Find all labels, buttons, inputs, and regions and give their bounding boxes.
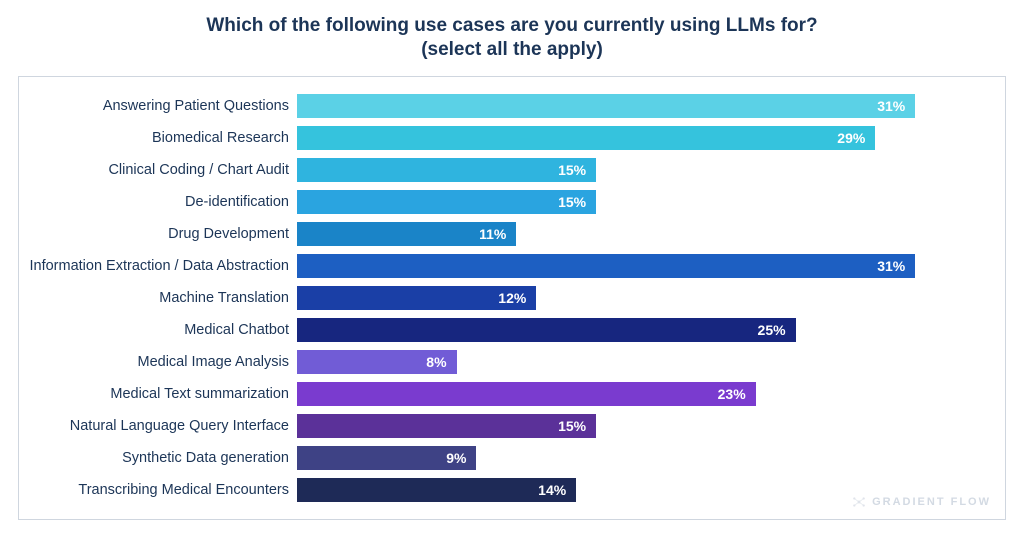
- bar-row: Medical Text summarization 23%: [19, 381, 995, 407]
- bar-track: 25%: [297, 318, 995, 342]
- chart-title-line1: Which of the following use cases are you…: [20, 14, 1004, 38]
- bar-value: 15%: [558, 418, 586, 434]
- bar-row: Information Extraction / Data Abstractio…: [19, 253, 995, 279]
- network-icon: [852, 495, 866, 509]
- category-label: Clinical Coding / Chart Audit: [19, 162, 297, 178]
- bar-row: Clinical Coding / Chart Audit 15%: [19, 157, 995, 183]
- plot-area: Answering Patient Questions 31% Biomedical…: [18, 76, 1006, 520]
- bar: 29%: [297, 126, 875, 150]
- bar-track: 29%: [297, 126, 995, 150]
- bar-track: 11%: [297, 222, 995, 246]
- bar: 12%: [297, 286, 536, 310]
- bar-value: 11%: [479, 226, 506, 242]
- bar-value: 31%: [877, 98, 905, 114]
- bar: 11%: [297, 222, 516, 246]
- bar-row: Biomedical Research 29%: [19, 125, 995, 151]
- bar: 25%: [297, 318, 796, 342]
- category-label: De-identification: [19, 194, 297, 210]
- bar-value: 14%: [538, 482, 566, 498]
- bar-value: 15%: [558, 162, 586, 178]
- bar-row: Drug Development 11%: [19, 221, 995, 247]
- chart-title: Which of the following use cases are you…: [0, 0, 1024, 70]
- bar: 9%: [297, 446, 476, 470]
- category-label: Information Extraction / Data Abstractio…: [19, 258, 297, 274]
- bar-row: De-identification 15%: [19, 189, 995, 215]
- bar: 23%: [297, 382, 756, 406]
- bar-track: 31%: [297, 254, 995, 278]
- category-label: Transcribing Medical Encounters: [19, 482, 297, 498]
- category-label: Natural Language Query Interface: [19, 418, 297, 434]
- category-label: Biomedical Research: [19, 130, 297, 146]
- bar-value: 9%: [446, 450, 466, 466]
- bar-track: 15%: [297, 414, 995, 438]
- bar-track: 9%: [297, 446, 995, 470]
- bar-row: Medical Chatbot 25%: [19, 317, 995, 343]
- bar: 31%: [297, 254, 915, 278]
- category-label: Medical Text summarization: [19, 386, 297, 402]
- bar-value: 29%: [837, 130, 865, 146]
- bar-row: Answering Patient Questions 31%: [19, 93, 995, 119]
- category-label: Answering Patient Questions: [19, 98, 297, 114]
- bar-value: 31%: [877, 258, 905, 274]
- bar-row: Transcribing Medical Encounters 14%: [19, 477, 995, 503]
- bar-value: 8%: [426, 354, 446, 370]
- bar-value: 15%: [558, 194, 586, 210]
- bar-track: 31%: [297, 94, 995, 118]
- bar-value: 23%: [718, 386, 746, 402]
- bar: 8%: [297, 350, 457, 374]
- bar-row: Synthetic Data generation 9%: [19, 445, 995, 471]
- watermark-text: GRADIENT FLOW: [872, 496, 991, 508]
- bar-rows: Answering Patient Questions 31% Biomedical…: [19, 93, 995, 503]
- bar-row: Machine Translation 12%: [19, 285, 995, 311]
- bar-track: 23%: [297, 382, 995, 406]
- bar-value: 25%: [758, 322, 786, 338]
- category-label: Medical Chatbot: [19, 322, 297, 338]
- category-label: Drug Development: [19, 226, 297, 242]
- bar-row: Medical Image Analysis 8%: [19, 349, 995, 375]
- watermark: GRADIENT FLOW: [852, 495, 991, 509]
- bar-track: 15%: [297, 158, 995, 182]
- bar-track: 15%: [297, 190, 995, 214]
- bar-track: 12%: [297, 286, 995, 310]
- bar: 31%: [297, 94, 915, 118]
- category-label: Synthetic Data generation: [19, 450, 297, 466]
- category-label: Machine Translation: [19, 290, 297, 306]
- bar-track: 8%: [297, 350, 995, 374]
- bar-value: 12%: [498, 290, 526, 306]
- bar: 15%: [297, 190, 596, 214]
- bar: 15%: [297, 158, 596, 182]
- bar: 15%: [297, 414, 596, 438]
- bar: 14%: [297, 478, 576, 502]
- category-label: Medical Image Analysis: [19, 354, 297, 370]
- chart-title-line2: (select all the apply): [20, 38, 1004, 62]
- bar-row: Natural Language Query Interface 15%: [19, 413, 995, 439]
